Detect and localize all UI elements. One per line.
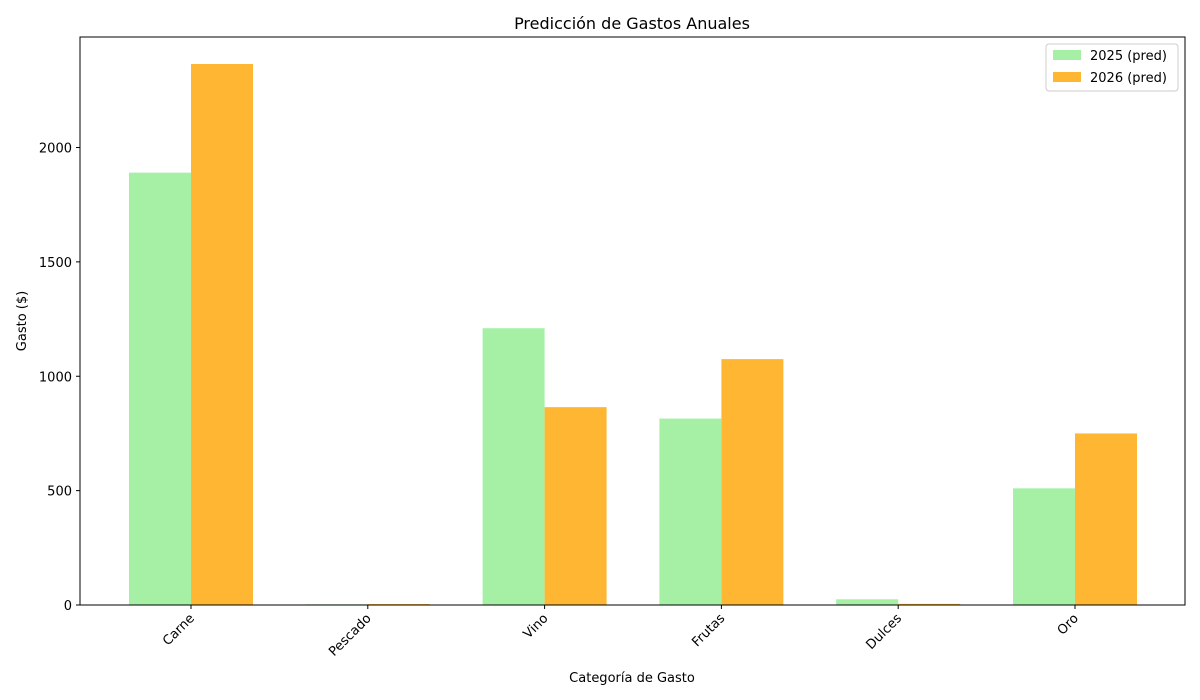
bar-oro-2025 [1013,488,1075,605]
legend-swatch-2025 [1053,50,1081,60]
x-axis-label: Categoría de Gasto [569,671,695,686]
bars-group [129,64,1137,606]
y-tick-label-1500: 1500 [39,256,72,271]
x-tick-label-oro: Oro [1055,611,1082,638]
bar-carne-2025 [129,172,191,605]
y-tick-label-0: 0 [64,599,72,614]
bar-frutas-2026 [721,359,784,605]
chart-title: Predicción de Gastos Anuales [514,14,750,33]
legend: 2025 (pred) 2026 (pred) [1045,43,1179,92]
y-axis-label: Gasto ($) [15,291,30,351]
legend-label-2026: 2026 (pred) [1090,71,1167,86]
x-tick-label-pescado: Pescado [326,611,374,659]
plot-frame [79,36,1186,606]
bar-vino-2025 [482,328,545,605]
bar-vino-2026 [544,407,607,605]
bar-oro-2026 [1075,433,1137,605]
legend-swatch-2026 [1053,72,1081,82]
bar-frutas-2025 [659,418,722,605]
x-tick-label-dulces: Dulces [863,611,905,653]
bar-dulces-2025 [836,599,899,605]
y-tick-label-2000: 2000 [39,142,72,157]
bar-dulces-2026 [898,603,961,605]
x-tick-label-frutas: Frutas [689,611,728,650]
bar-carne-2026 [191,64,253,606]
x-tick-label-vino: Vino [521,611,552,642]
x-ticks-group: Carne Pescado Vino Frutas Dulces Oro [160,605,1082,660]
x-tick-label-carne: Carne [160,611,198,649]
y-ticks-group: 0 500 1000 1500 2000 [39,142,80,614]
y-tick-label-1000: 1000 [39,370,72,385]
legend-label-2025: 2025 (pred) [1090,49,1167,64]
y-tick-label-500: 500 [47,485,72,500]
